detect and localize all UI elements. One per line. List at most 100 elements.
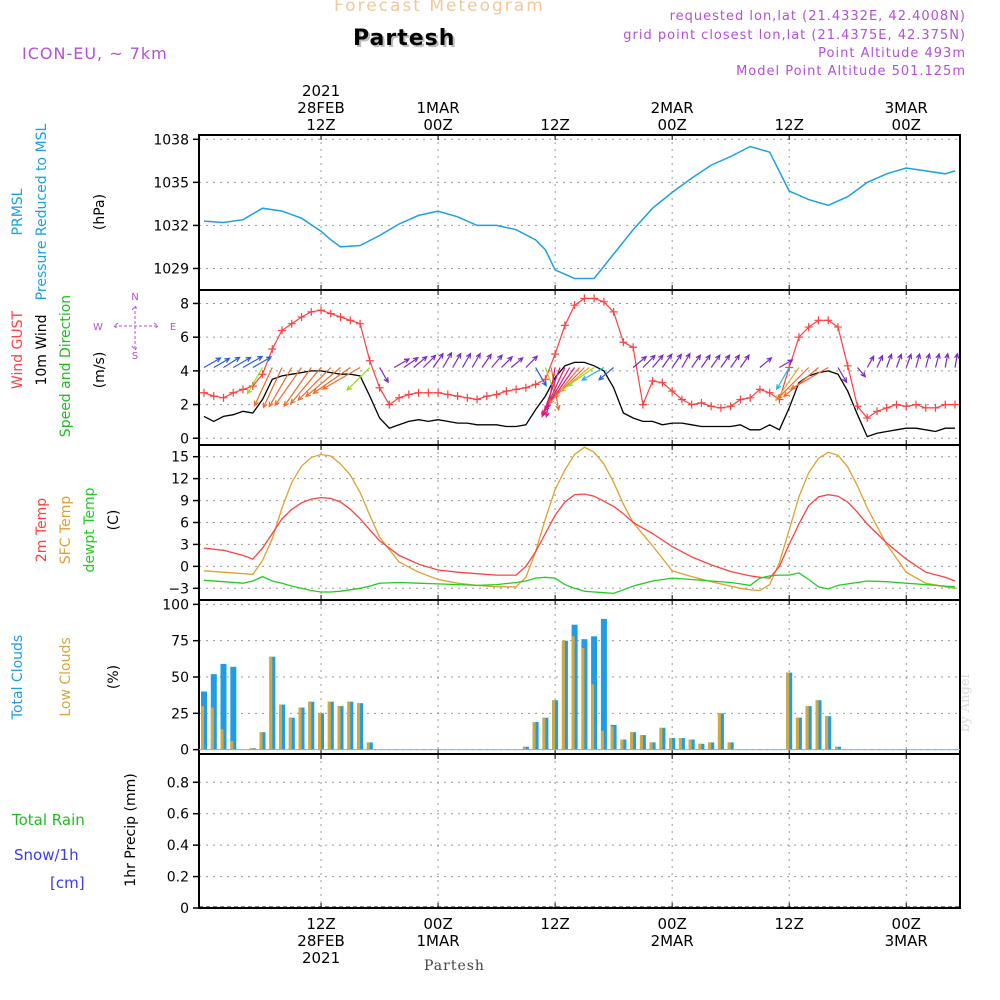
time-label-bottom: 2MAR [651,932,694,950]
low-clouds-bar [708,742,712,750]
time-label-bottom: 00Z [892,915,921,933]
wind-gust-marker [707,402,716,411]
wind-gust-marker [814,316,823,325]
low-clouds-bar [269,656,273,750]
wind-direction-arrow [242,355,264,369]
wind-direction-arrow [925,352,931,368]
wind-ylabel-gust: Wind GUST [10,310,26,389]
wind-gust-marker [677,395,686,404]
wind-direction-arrow [905,353,913,368]
low-clouds-bar [571,636,575,750]
panel-frame-precip [198,753,961,909]
low-clouds-bar [600,730,604,750]
wind-direction-arrow [289,367,322,405]
low-clouds-bar [659,727,663,750]
wind-direction-arrow [710,354,721,368]
wind-direction-arrow [915,352,922,368]
temp-2m-line [203,493,956,582]
wind-gust-marker [258,370,267,379]
wind-direction-arrow [632,355,648,368]
wind-direction-arrow [213,357,231,369]
panel-frame-pressure [198,134,961,291]
wind-gust-marker [863,414,872,423]
low-clouds-bar [552,700,556,750]
wind-gust-marker [853,402,862,411]
compass-n: N [131,292,138,303]
wind-direction-arrow [681,352,691,368]
low-clouds-bar [698,743,702,750]
low-clouds-bar [201,706,204,750]
wind-gust-marker [804,323,813,332]
pressure-line [203,145,956,280]
y-tick-label: 2 [180,398,189,414]
wind-gust-marker [902,402,911,411]
temp-ylabel-units: (C) [106,510,122,531]
wind-gust-marker [268,344,277,353]
y-tick-label: 9 [180,494,189,510]
low-clouds-bar [337,706,341,750]
total-clouds-bar [230,666,237,750]
y-tick-label: 0.8 [167,775,189,791]
low-clouds-bar [630,732,634,750]
temp-ylabel-dewpt: dewpt Temp [82,487,98,572]
y-tick-label: 4 [180,364,189,380]
wind-gust-marker [346,316,355,325]
low-clouds-bar [639,735,643,750]
wind-direction-arrow [671,353,683,368]
wind-direction-arrow [452,352,462,368]
wind-direction-arrow [775,367,790,391]
low-clouds-bar [288,717,292,750]
wind-gust-marker [911,400,920,409]
wind-gust-marker [531,380,540,389]
wind-direction-arrow [432,352,444,368]
precip-legend-rain: Total Rain [11,811,85,829]
wind-direction-arrow [501,355,514,368]
clouds-ylabel-units: (%) [106,665,122,689]
low-clouds-bar [259,732,263,750]
wind-gust-marker [599,297,608,306]
compass-w: W [93,322,103,333]
time-label-top: 2021 [302,82,340,100]
low-clouds-bar [825,716,829,750]
compass-e: E [170,322,176,333]
wind-direction-arrow [782,367,819,398]
wind-gust-marker [872,407,881,416]
wind-gust-line [203,297,955,419]
grid-point-coordinates: grid point closest lon,lat (21.4375E, 42… [623,28,966,43]
low-clouds-bar [835,746,838,750]
low-clouds-bar [669,738,673,750]
wind-gust-marker [492,390,501,399]
wind-gust-marker [648,376,657,385]
wind-direction-arrow [789,366,829,390]
wind-direction-arrow [954,352,960,368]
low-clouds-bar [220,729,224,750]
wind-direction-arrow [283,367,312,408]
wind-gust-marker [434,388,443,397]
wind-gust-marker [755,385,764,394]
wind-direction-arrow [652,354,664,368]
low-clouds-bar [522,746,526,750]
wind-gust-marker [414,388,423,397]
wind-gust-marker [424,388,433,397]
wind-direction-arrow [232,356,252,369]
low-clouds-bar [279,704,282,750]
wind-gust-marker [833,323,842,332]
time-label-top: 00Z [423,116,452,134]
wind-gust-marker [697,398,706,407]
wind-gust-marker [512,385,521,394]
wind-direction-arrow [510,357,524,368]
low-clouds-bar [542,717,546,750]
wind-gust-marker [619,338,628,347]
wind-direction-arrow [312,367,351,395]
wind-direction-arrow [346,367,371,392]
wind-direction-arrow [886,353,893,368]
wind-gust-marker [580,294,589,303]
low-clouds-bar [620,739,624,750]
wind-direction-arrow [691,354,702,368]
axes [193,135,907,909]
model-label: ICON-EU, ~ 7km [22,44,168,63]
wind-direction-arrow [776,367,810,400]
y-tick-label: 6 [180,516,189,532]
wind-gust-marker [882,403,891,412]
wind-gust-marker [482,392,491,401]
